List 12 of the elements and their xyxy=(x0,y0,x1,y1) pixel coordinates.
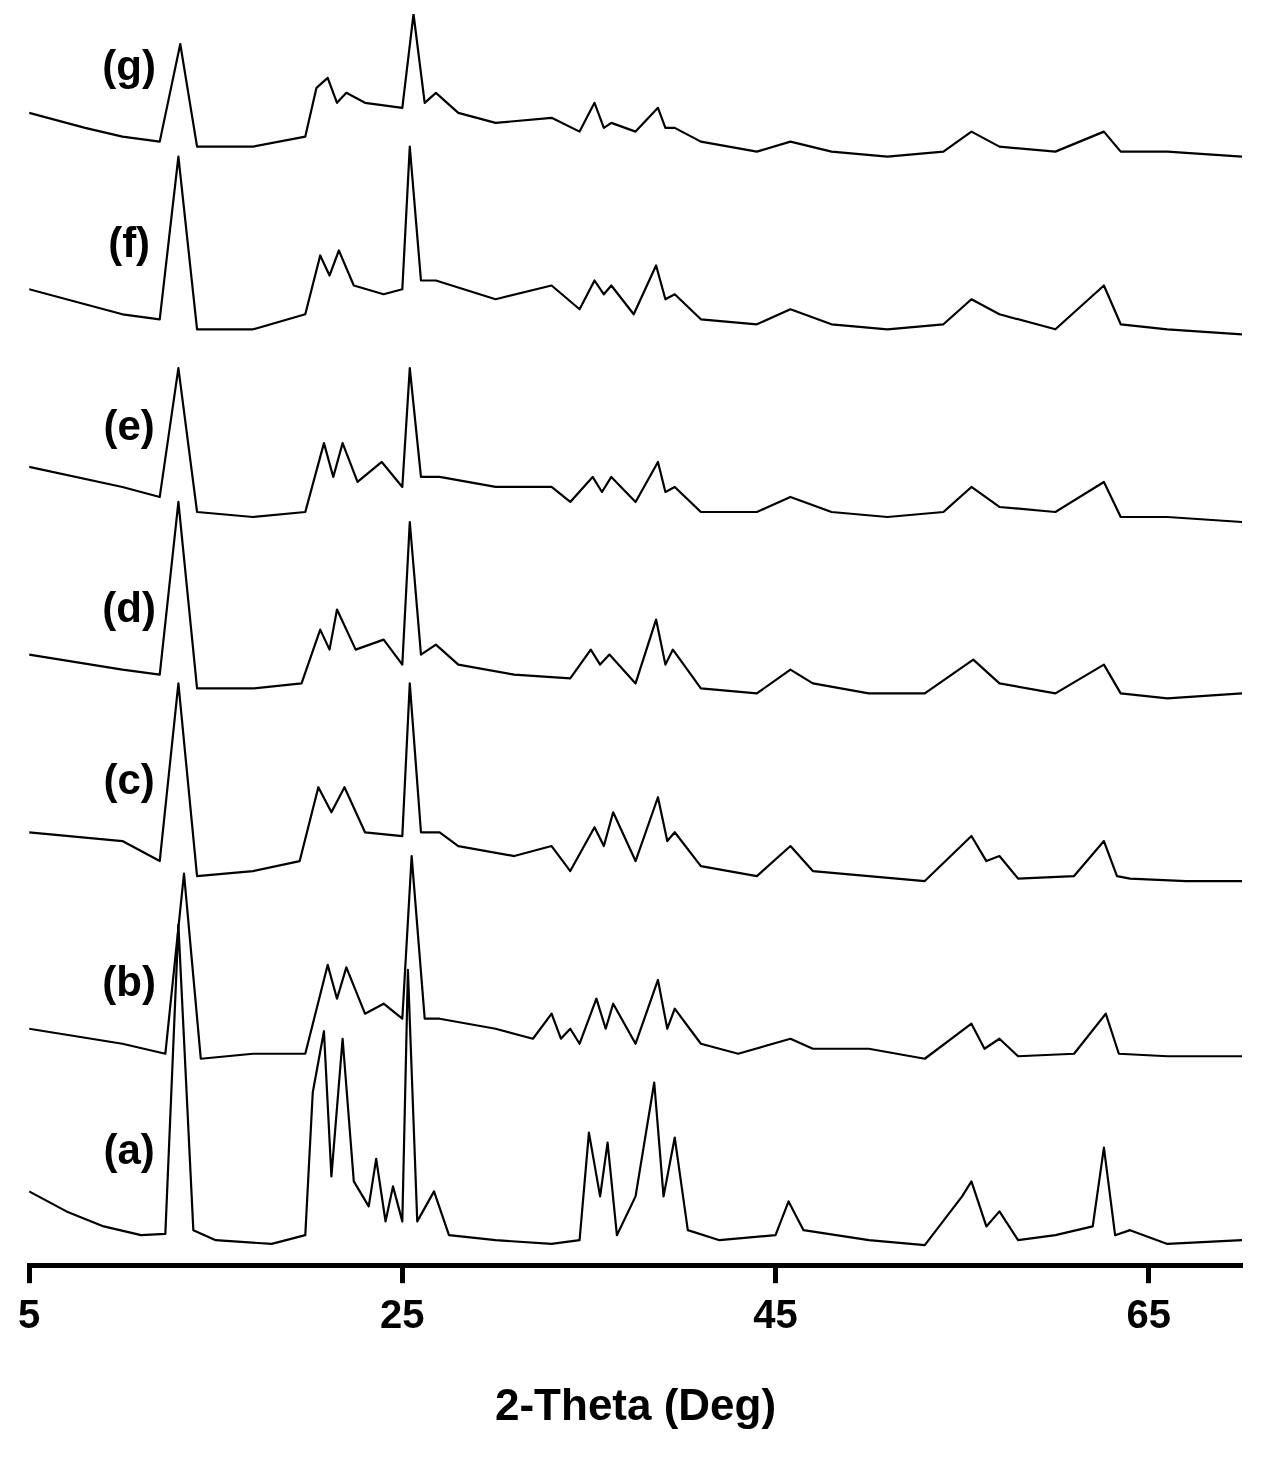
series-label: (g) xyxy=(102,42,156,90)
series-label: (e) xyxy=(103,401,155,449)
series-label: (b) xyxy=(102,958,156,1006)
series-label: (a) xyxy=(103,1125,155,1173)
series-label: (c) xyxy=(103,755,155,803)
x-tick-label: 25 xyxy=(380,1292,425,1337)
series-label: (d) xyxy=(102,584,156,632)
x-tick-label: 65 xyxy=(1126,1292,1171,1337)
x-tick-label: 5 xyxy=(18,1292,41,1337)
x-tick-label: 45 xyxy=(753,1292,798,1337)
x-axis-title: 2-Theta (Deg) xyxy=(495,1379,777,1429)
series-label: (f) xyxy=(108,218,151,266)
